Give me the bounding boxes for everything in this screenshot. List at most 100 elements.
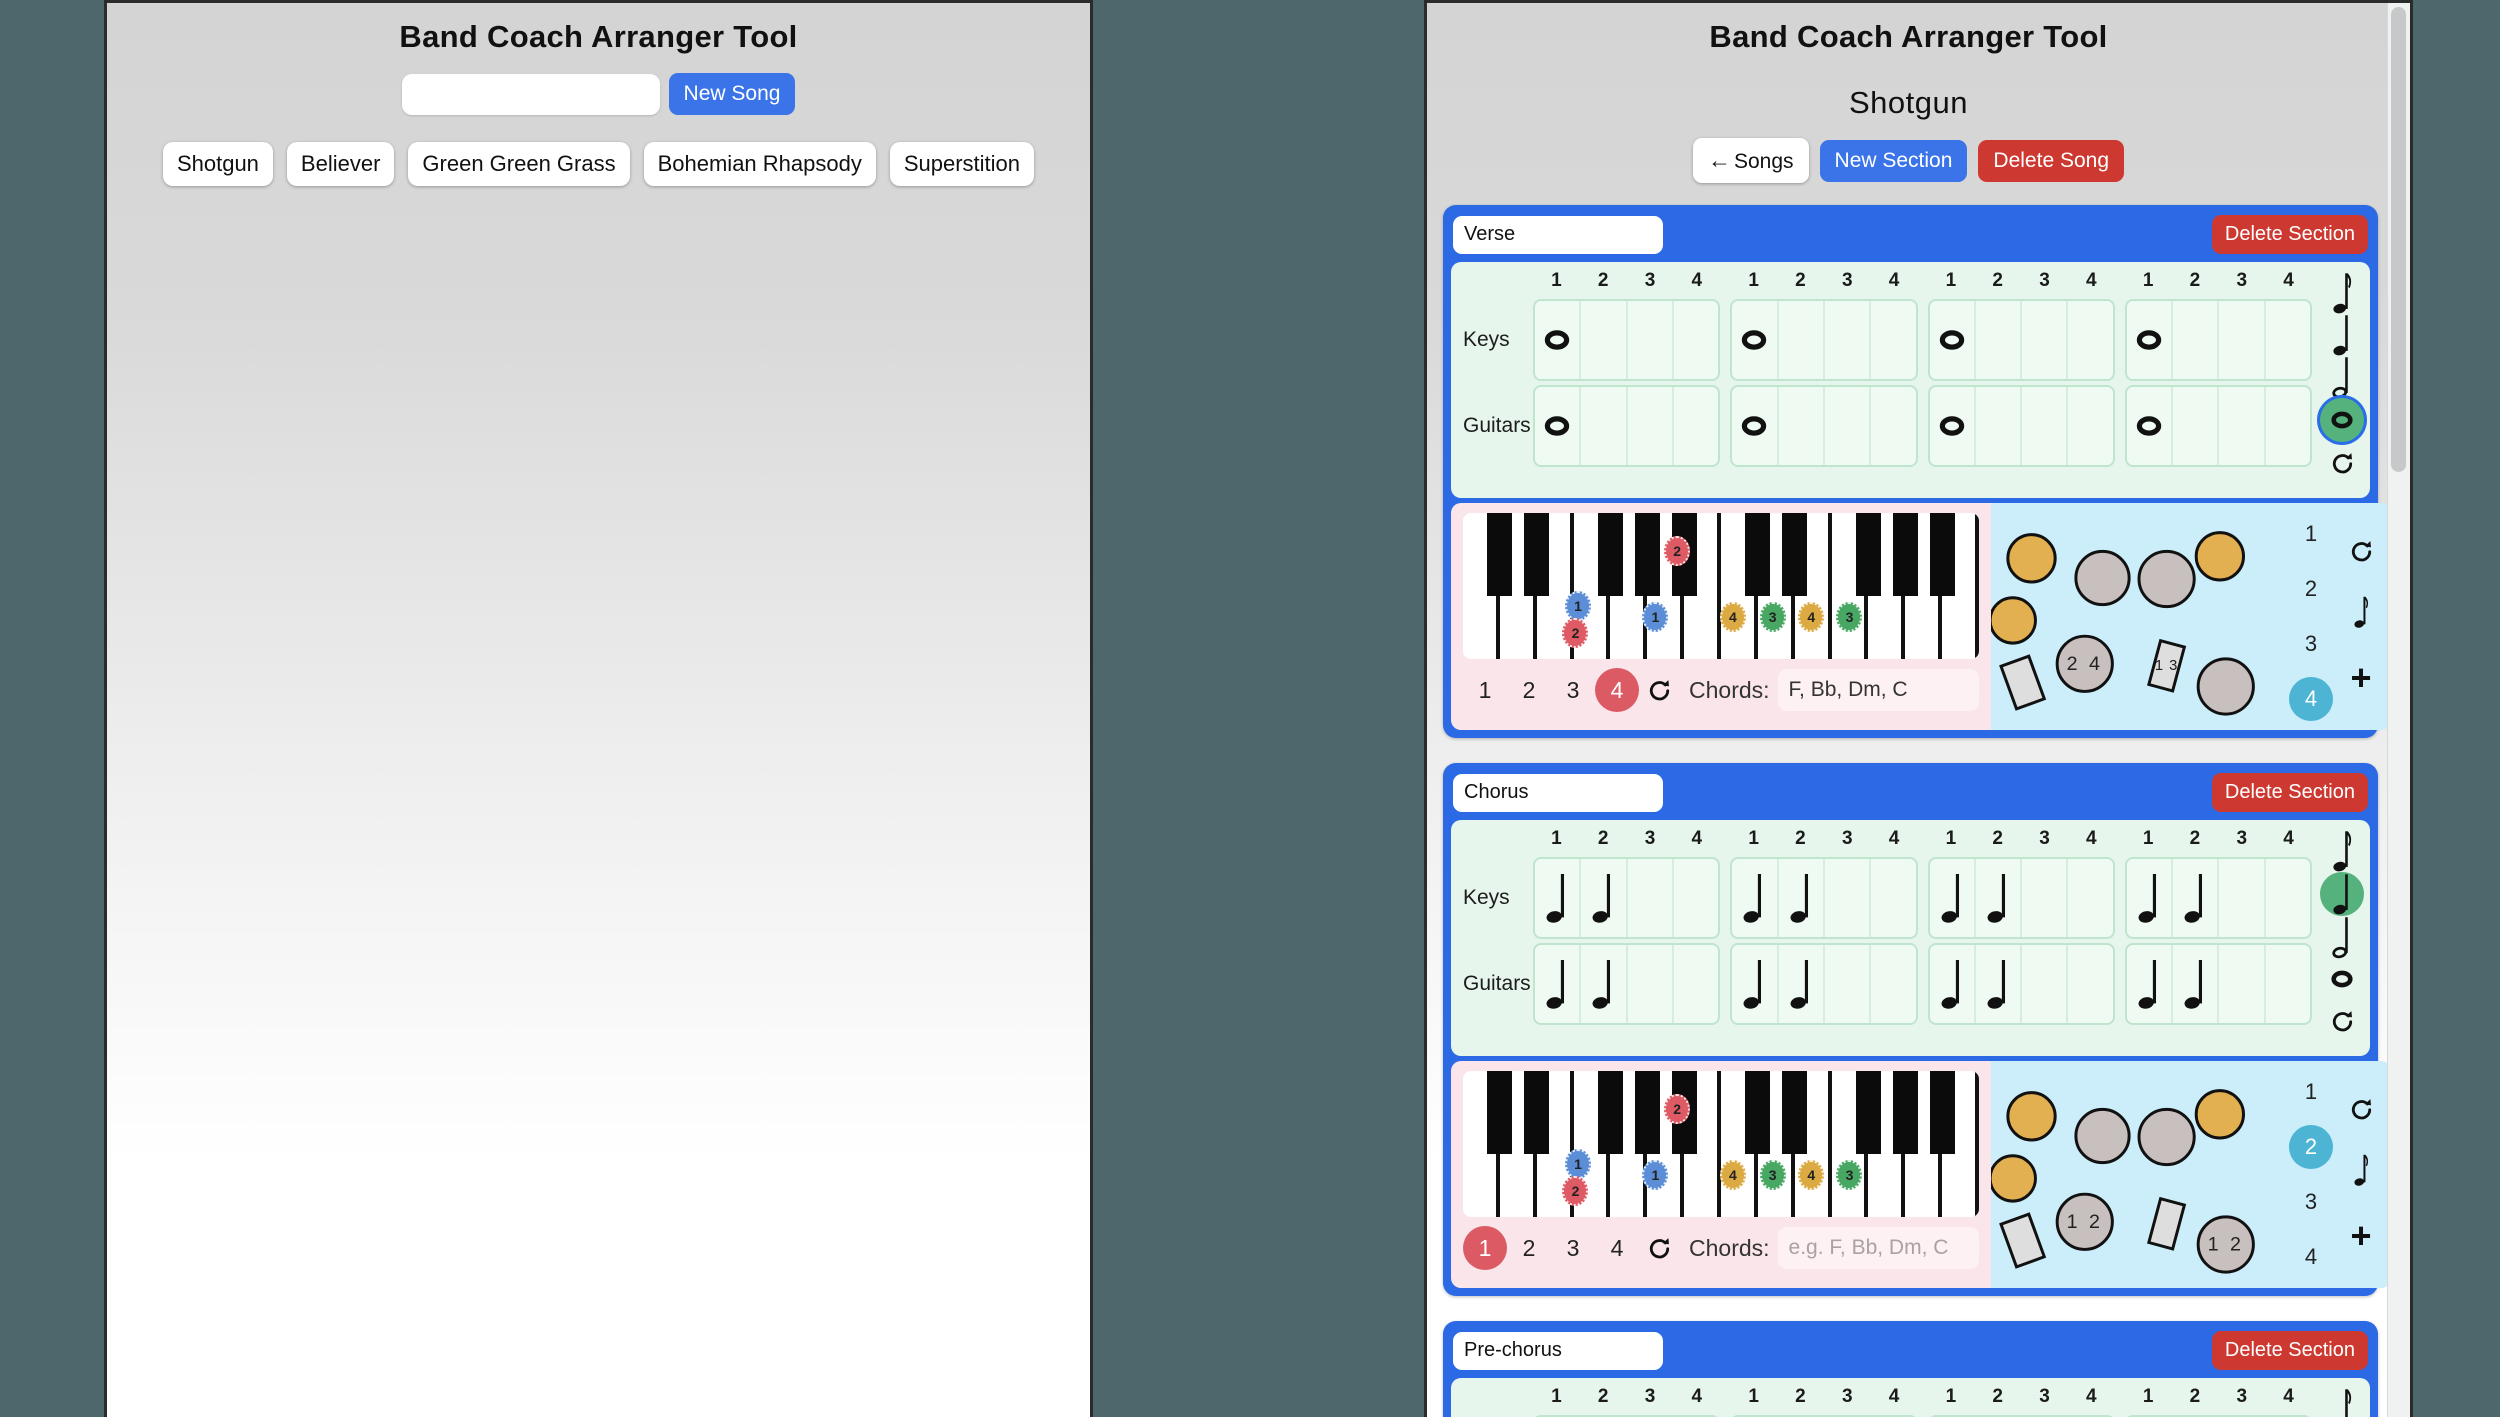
whole-note-icon[interactable]	[2320, 398, 2364, 442]
refresh-icon[interactable]	[2320, 442, 2364, 484]
chord-slot-button[interactable]: 3	[1566, 676, 1580, 703]
beat-cell[interactable]	[2068, 945, 2112, 1023]
beat-cell[interactable]	[1825, 945, 1872, 1023]
black-key[interactable]	[1598, 1071, 1623, 1155]
song-button[interactable]: Bohemian Rhapsody	[643, 142, 876, 186]
black-key[interactable]	[1487, 1071, 1513, 1155]
chord-slot-button[interactable]: 1	[1463, 1226, 1507, 1270]
floor-tom-drum[interactable]	[2196, 657, 2255, 716]
chord-slot-button[interactable]: 2	[1522, 676, 1536, 703]
black-key[interactable]	[1929, 513, 1955, 597]
white-key[interactable]	[1942, 513, 1979, 659]
beat-cell[interactable]	[2068, 301, 2112, 379]
drum-beat-button[interactable]: 1	[2304, 1079, 2318, 1105]
add-icon[interactable]: +	[2350, 656, 2372, 698]
beat-cell[interactable]	[1779, 301, 1825, 379]
ride-cymbal[interactable]	[2194, 531, 2245, 582]
delete-section-button[interactable]: Delete Section	[2211, 773, 2368, 812]
beat-cell[interactable]	[2219, 859, 2266, 937]
song-button[interactable]: Superstition	[889, 142, 1035, 186]
black-key[interactable]	[1745, 513, 1771, 597]
drum-beat-button[interactable]: 2	[2304, 576, 2318, 602]
beat-cell[interactable]	[1535, 301, 1582, 379]
chord-slot-button[interactable]: 4	[1595, 668, 1639, 712]
beat-cell[interactable]	[1779, 945, 1825, 1023]
beat-cell[interactable]	[1581, 859, 1628, 937]
drum-beat-button[interactable]: 3	[2304, 1188, 2318, 1214]
beat-cell[interactable]	[1732, 859, 1779, 937]
beat-cell[interactable]	[2266, 301, 2310, 379]
beat-cell[interactable]	[1871, 945, 1915, 1023]
white-key[interactable]	[1795, 513, 1832, 659]
black-key[interactable]	[1782, 1071, 1808, 1155]
beat-cell[interactable]	[1581, 387, 1628, 465]
beat-cell[interactable]	[2219, 387, 2266, 465]
snare-drum[interactable]	[2055, 1192, 2114, 1251]
beat-cell[interactable]	[1581, 945, 1628, 1023]
black-key[interactable]	[1856, 513, 1881, 597]
drum-beat-button[interactable]: 3	[2304, 630, 2318, 656]
beat-cell[interactable]	[1871, 387, 1915, 465]
quarter-note-icon[interactable]	[2320, 314, 2364, 356]
tom-drum-2[interactable]	[2137, 1107, 2196, 1167]
beat-cell[interactable]	[2127, 859, 2174, 937]
black-key[interactable]	[1929, 1071, 1955, 1155]
scrollbar[interactable]	[2387, 3, 2410, 1417]
delete-section-button[interactable]: Delete Section	[2211, 1331, 2368, 1370]
black-key[interactable]	[1524, 1071, 1550, 1155]
beat-cell[interactable]	[1732, 945, 1779, 1023]
song-button[interactable]: Shotgun	[162, 142, 273, 186]
beat-cell[interactable]	[1535, 387, 1582, 465]
beat-cell[interactable]	[1976, 859, 2023, 937]
eighth-note-icon[interactable]	[2320, 272, 2364, 314]
floor-tom-drum[interactable]	[2196, 1215, 2255, 1274]
drum-beat-button[interactable]: 1	[2304, 521, 2318, 547]
beat-cell[interactable]	[1535, 945, 1582, 1023]
new-section-button[interactable]: New Section	[1819, 139, 1968, 182]
white-key[interactable]	[1684, 1071, 1722, 1217]
whole-note-icon[interactable]	[2320, 958, 2364, 1000]
black-key[interactable]	[1782, 513, 1808, 597]
quarter-note-icon[interactable]	[2320, 872, 2364, 916]
beat-cell[interactable]	[2022, 859, 2069, 937]
beat-cell[interactable]	[2219, 301, 2266, 379]
beat-cell[interactable]	[1628, 945, 1674, 1023]
beat-cell[interactable]	[1825, 301, 1872, 379]
eighth-note-icon[interactable]	[2351, 595, 2371, 629]
beat-cell[interactable]	[1825, 387, 1872, 465]
beat-cell[interactable]	[1581, 301, 1628, 379]
white-key[interactable]	[1942, 1071, 1979, 1217]
delete-song-button[interactable]: Delete Song	[1978, 139, 2125, 182]
tom-drum-2[interactable]	[2137, 549, 2196, 609]
hi-hat-cymbal[interactable]	[1988, 1154, 2037, 1203]
tom-drum-1[interactable]	[2074, 1107, 2131, 1165]
beat-cell[interactable]	[1825, 859, 1872, 937]
white-key[interactable]	[1537, 513, 1574, 659]
crash-cymbal[interactable]	[2006, 1091, 2057, 1142]
beat-cell[interactable]	[2068, 859, 2112, 937]
hi-hat-pedal[interactable]	[1999, 1212, 2047, 1269]
beat-cell[interactable]	[1674, 945, 1718, 1023]
white-key[interactable]	[1684, 513, 1722, 659]
ride-cymbal[interactable]	[2194, 1089, 2245, 1140]
beat-cell[interactable]	[1779, 387, 1825, 465]
beat-cell[interactable]	[1930, 945, 1976, 1023]
beat-cell[interactable]	[2173, 859, 2220, 937]
hi-hat-cymbal[interactable]	[1988, 596, 2037, 645]
beat-cell[interactable]	[2173, 945, 2220, 1023]
black-key[interactable]	[1598, 513, 1623, 597]
refresh-icon[interactable]	[1639, 1235, 1679, 1262]
song-button[interactable]: Green Green Grass	[408, 142, 630, 186]
white-key[interactable]	[1537, 1071, 1574, 1217]
beat-cell[interactable]	[1976, 387, 2023, 465]
half-note-icon[interactable]	[2320, 916, 2364, 959]
beat-cell[interactable]	[1930, 859, 1976, 937]
black-key[interactable]	[1892, 1071, 1918, 1155]
section-name-input[interactable]	[1453, 215, 1663, 254]
snare-drum[interactable]	[2055, 634, 2114, 693]
beat-cell[interactable]	[2127, 387, 2174, 465]
black-key[interactable]	[1634, 513, 1660, 597]
beat-cell[interactable]	[2022, 301, 2069, 379]
drum-beat-button[interactable]: 2	[2289, 1125, 2333, 1170]
hi-hat-pedal[interactable]	[1999, 654, 2047, 711]
